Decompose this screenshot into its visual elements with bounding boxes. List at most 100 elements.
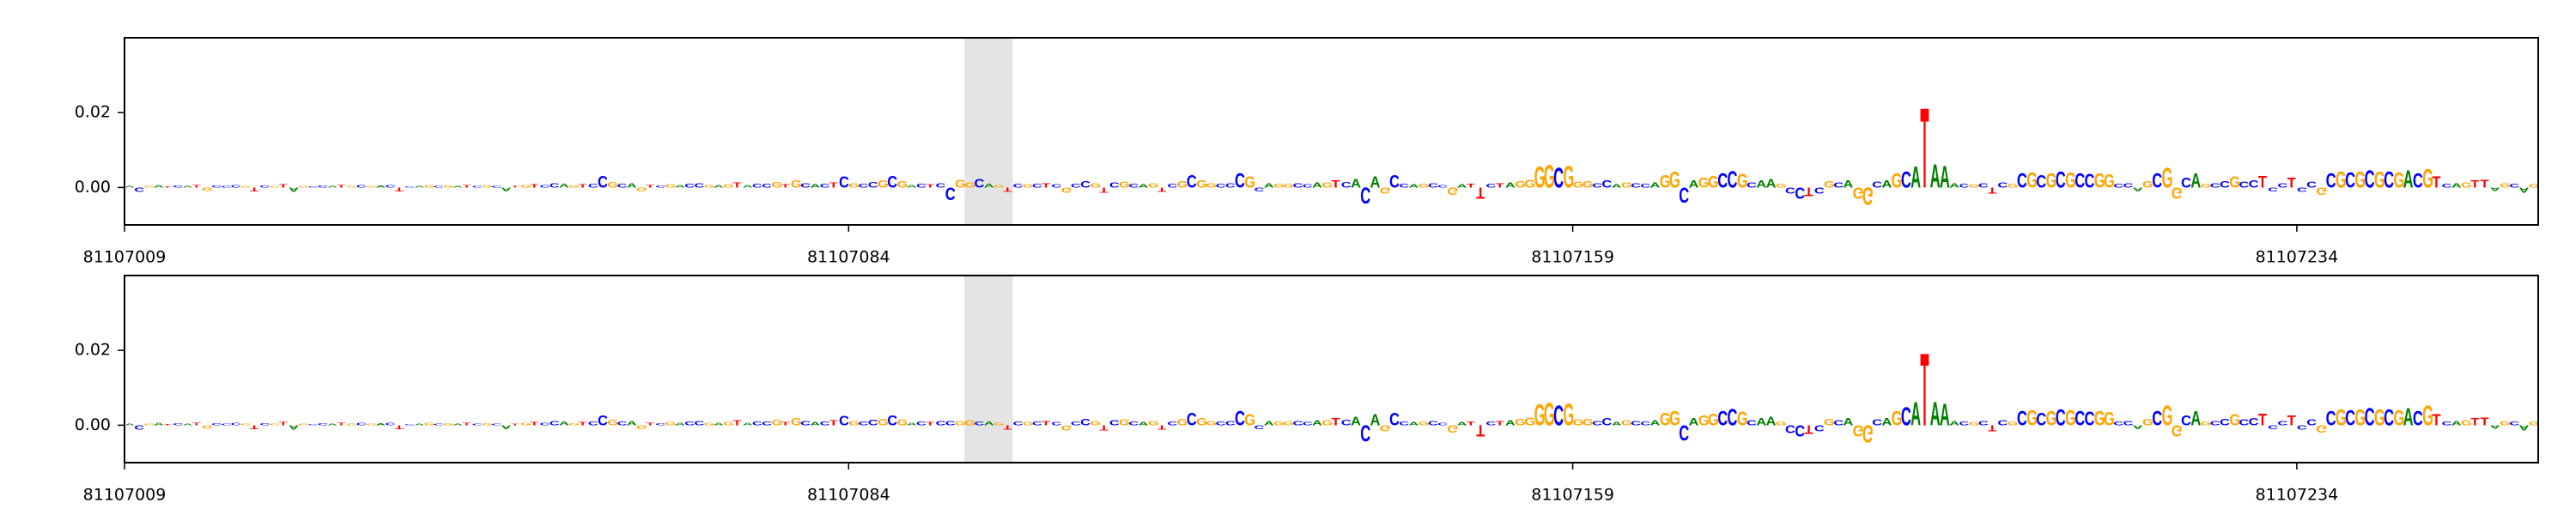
logo-letter: G — [2161, 161, 2172, 194]
logo-letter: A — [501, 186, 512, 192]
logo-letter: G — [2354, 404, 2366, 430]
logo-letter: A — [2190, 407, 2201, 430]
x-tick-label: 81107009 — [83, 486, 167, 505]
logo-letter: C — [1360, 182, 1370, 208]
logo-letter: C — [2249, 179, 2260, 190]
logo-letter: C — [1012, 421, 1023, 427]
logo-letter: G — [771, 180, 782, 189]
logo-letter: C — [859, 183, 869, 189]
logo-letter: T — [829, 181, 838, 190]
logo-letter: C — [1997, 419, 2008, 427]
logo-letter: T — [732, 419, 741, 427]
logo-letter: T — [192, 185, 202, 189]
logo-letter: T — [1496, 420, 1504, 427]
logo-letter: T — [337, 185, 346, 189]
logo-letter: G — [2422, 399, 2433, 432]
logo-letter: G — [1544, 397, 1555, 433]
logo-letter: A — [1843, 416, 1854, 427]
logo-letter: G — [1737, 409, 1748, 430]
logo-letter: G — [1969, 421, 1980, 427]
logo-letter: G — [1708, 173, 1719, 191]
logo-letter: G — [1534, 397, 1546, 432]
logo-letter: G — [202, 424, 213, 429]
logo-letter: C — [598, 173, 608, 191]
logo-letter: C — [2181, 412, 2191, 428]
logo-letter: C — [2297, 424, 2307, 432]
logo-letter: G — [1273, 421, 1285, 427]
logo-letter: A — [1650, 181, 1661, 189]
logo-letter: G — [1023, 184, 1034, 189]
logo-letter: G — [2104, 171, 2115, 192]
logo-letter: G — [2500, 182, 2511, 190]
logo-letter: T — [2481, 415, 2489, 428]
logo-letter: C — [935, 182, 945, 190]
logo-letter: G — [1573, 180, 1584, 190]
logo-letter: G — [2104, 409, 2115, 430]
logo-letter: T — [578, 184, 587, 189]
logo-letter: C — [2220, 416, 2230, 427]
logo-letter: A — [1351, 415, 1362, 428]
logo-letter: C — [974, 177, 984, 191]
logo-letter: C — [1997, 181, 2008, 190]
logo-letter: C — [1187, 410, 1197, 430]
logo-letter: T — [463, 421, 472, 427]
logo-letter: G — [1544, 160, 1555, 195]
logo-letter: G — [2172, 421, 2183, 439]
logo-letter: G — [2161, 399, 2172, 432]
logo-letter: C — [231, 421, 241, 427]
logo-letter: C — [356, 184, 367, 189]
logo-letter: C — [2152, 169, 2162, 192]
logo-letter: T — [2258, 173, 2267, 191]
logo-letter: G — [723, 421, 734, 427]
logo-letter: A — [375, 422, 386, 426]
logo-letter: C — [2509, 183, 2519, 189]
logo-letter: G — [2393, 168, 2404, 192]
logo-letter: A — [1843, 179, 1854, 190]
logo-letter: C — [1901, 167, 1911, 192]
logo-letter: G — [1698, 174, 1710, 191]
y-tick-label: 0.02 — [75, 341, 111, 360]
logo-letter: C — [1814, 423, 1825, 433]
logo-letter: C — [2056, 404, 2066, 430]
logo-letter: C — [1795, 421, 1805, 439]
logo-letter: C — [173, 185, 183, 188]
logo-letter: A — [154, 421, 164, 427]
logo-letter: G — [1206, 182, 1217, 190]
logo-letter: C — [1553, 399, 1564, 432]
logo-letter: G — [424, 422, 435, 427]
logo-letter: G — [1419, 183, 1430, 189]
x-tick-label: 81107009 — [83, 248, 167, 267]
logo-letter: C — [935, 420, 945, 427]
logo-letter: G — [1660, 410, 1671, 430]
logo-letter: C — [1679, 182, 1689, 206]
logo-letter: C — [752, 183, 762, 189]
logo-letter: A — [1408, 421, 1419, 427]
logo-letter: G — [1061, 424, 1072, 432]
logo-letter: T — [1988, 185, 1997, 195]
logo-letter: G — [1669, 167, 1680, 192]
logo-letter: A — [675, 185, 685, 189]
logo-letter: G — [2422, 164, 2433, 194]
logo-letter: T — [1988, 423, 1997, 433]
logo-letter: T — [1804, 422, 1813, 436]
logo-letter: T — [279, 184, 289, 189]
logo-letter: G — [1206, 420, 1217, 427]
logo-letter: C — [617, 421, 627, 427]
logo-letter: C — [550, 182, 560, 190]
logo-letter: C — [2085, 171, 2095, 192]
logo-letter: G — [704, 421, 715, 427]
logo-letter: G — [443, 185, 454, 188]
logo-letter: T — [2470, 416, 2479, 427]
logo-letter: C — [259, 185, 270, 188]
logo-letter: C — [1167, 183, 1177, 189]
logo-letter: T — [1920, 333, 1929, 449]
logo-letter: G — [2172, 184, 2183, 202]
logo-letter: C — [655, 185, 665, 188]
logo-letter: C — [1303, 421, 1313, 427]
logo-letter: A — [675, 422, 685, 427]
logo-letter: C — [2181, 174, 2191, 191]
axes-frame — [124, 37, 2539, 226]
logo-letter: G — [1244, 411, 1255, 429]
logo-letter: C — [1592, 182, 1602, 190]
